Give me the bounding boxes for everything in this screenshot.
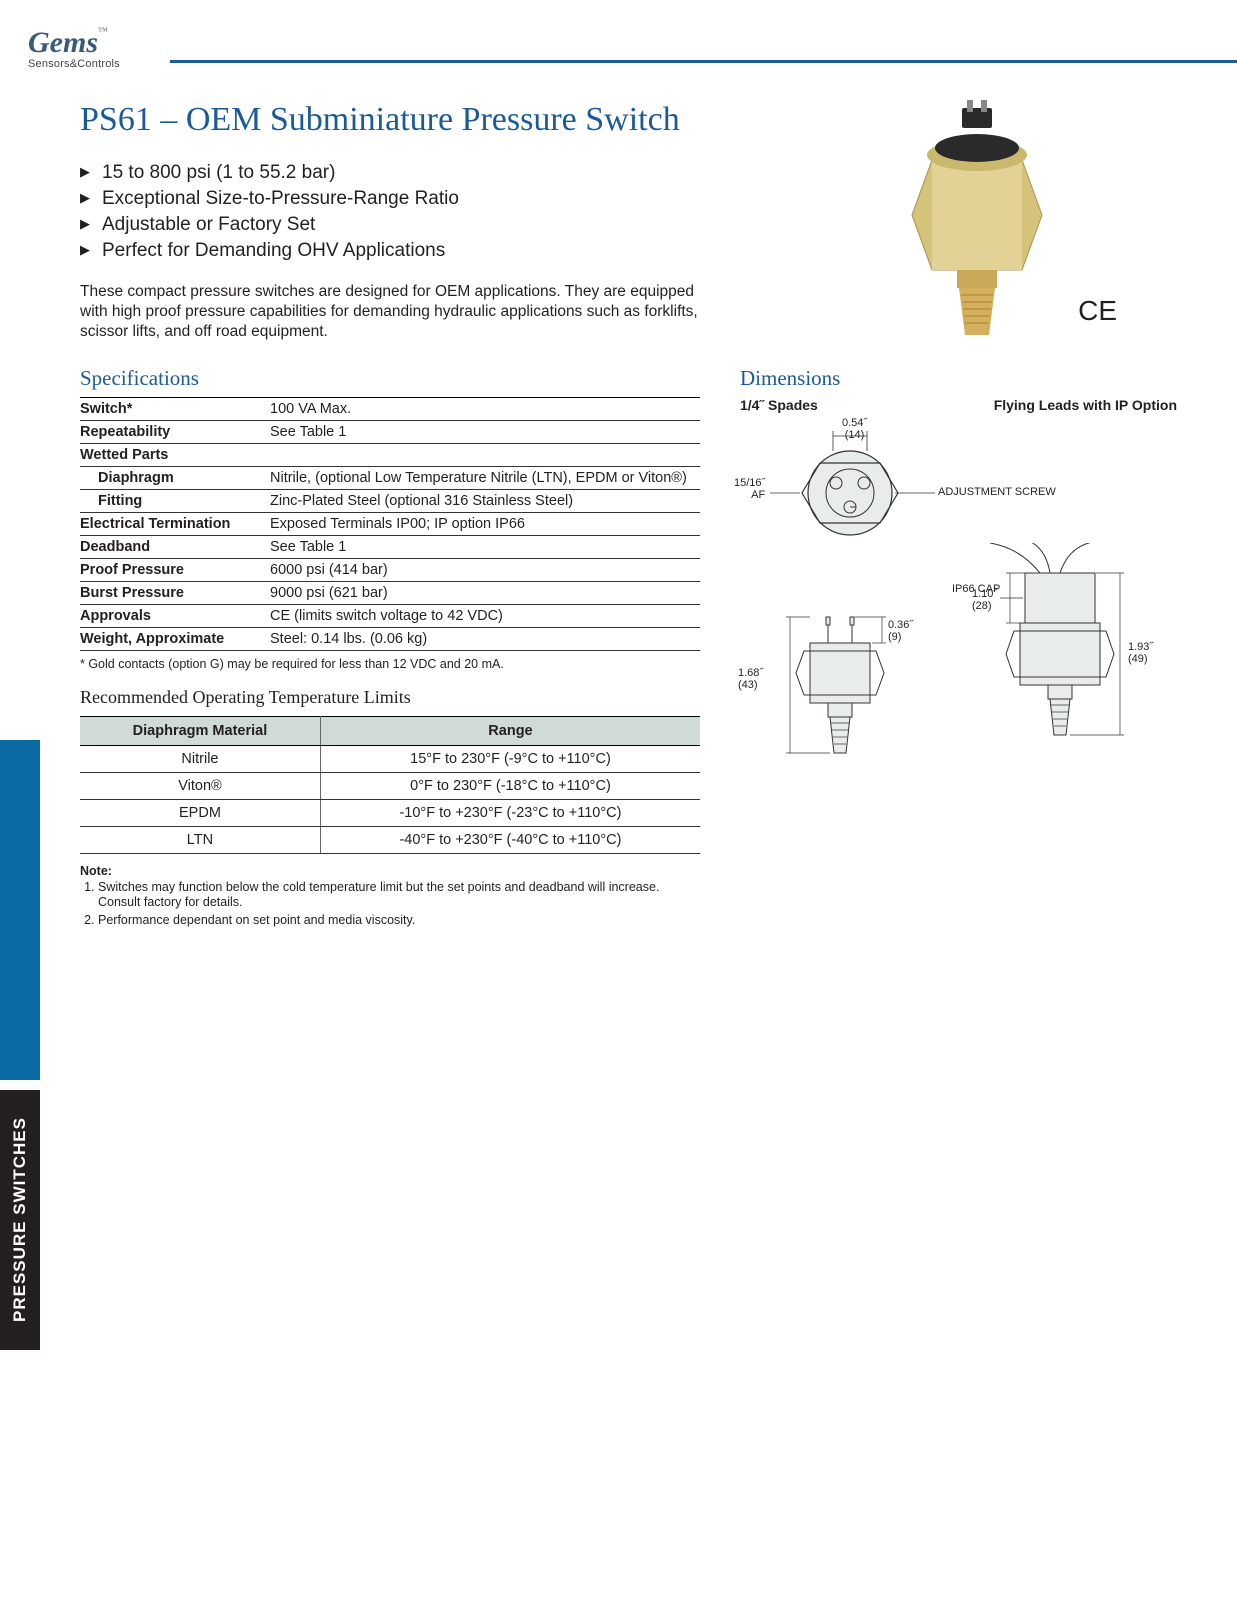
header-rule [170,60,1237,63]
intro-paragraph: These compact pressure switches are desi… [80,282,700,341]
temp-row: EPDM-10°F to +230°F (-23°C to +110°C) [80,799,700,826]
feature-bullets: 15 to 800 psi (1 to 55.2 bar) Exceptiona… [80,162,1177,262]
spec-row: Weight, ApproximateSteel: 0.14 lbs. (0.0… [80,627,700,650]
spec-row: Proof Pressure6000 psi (414 bar) [80,558,700,581]
temp-cell: LTN [80,826,320,853]
dim-label-right: Flying Leads with IP Option [994,397,1177,413]
dim-callout: 15/16˝ AF [734,477,765,501]
temp-table: Diaphragm Material Range Nitrile15°F to … [80,716,700,854]
temp-cell: 0°F to 230°F (-18°C to +110°C) [320,772,700,799]
spec-row: Electrical TerminationExposed Terminals … [80,512,700,535]
temp-cell: Viton® [80,772,320,799]
note-item: Switches may function below the cold tem… [98,880,700,911]
spec-value: Exposed Terminals IP00; IP option IP66 [270,512,700,535]
spec-label: Proof Pressure [80,558,270,581]
temp-col-header: Range [320,716,700,745]
page-title: PS61 – OEM Subminiature Pressure Switch [80,100,1177,140]
spec-row: RepeatabilitySee Table 1 [80,420,700,443]
notes-block: Note: Switches may function below the co… [80,864,700,929]
spec-footnote: * Gold contacts (option G) may be requir… [80,657,700,671]
spec-value: CE (limits switch voltage to 42 VDC) [270,604,700,627]
temp-heading: Recommended Operating Temperature Limits [80,687,700,708]
spec-label: Electrical Termination [80,512,270,535]
dim-label-left: 1/4˝ Spades [740,397,818,413]
temp-cell: Nitrile [80,745,320,772]
spec-label: Repeatability [80,420,270,443]
bullet-item: 15 to 800 psi (1 to 55.2 bar) [80,162,1177,184]
temp-row: LTN-40°F to +230°F (-40°C to +110°C) [80,826,700,853]
dim-callout: 1.68˝ (43) [738,667,763,691]
bullet-item: Perfect for Demanding OHV Applications [80,240,1177,262]
spec-value: 9000 psi (621 bar) [270,581,700,604]
dim-callout: 1.10˝ (28) [972,588,997,612]
spec-value: 100 VA Max. [270,397,700,420]
spec-row: DeadbandSee Table 1 [80,535,700,558]
logo-brand: Gems™ [28,26,168,60]
bullet-item: Adjustable or Factory Set [80,214,1177,236]
dim-callout: 0.36˝ (9) [888,619,913,643]
spec-row: Burst Pressure9000 psi (621 bar) [80,581,700,604]
spec-label: Switch* [80,397,270,420]
logo-brand-text: Gems [28,26,98,59]
brand-logo: Gems™ Sensors&Controls [28,26,168,70]
temp-col-header: Diaphragm Material [80,716,320,745]
temp-cell: -10°F to +230°F (-23°C to +110°C) [320,799,700,826]
spec-label: Fitting [80,489,270,512]
dim-callout: 0.54˝ (14) [842,417,867,441]
spec-label: Deadband [80,535,270,558]
spec-value: Steel: 0.14 lbs. (0.06 kg) [270,627,700,650]
side-tab-color [0,740,40,1080]
dimensions-heading: Dimensions [740,366,1177,391]
dimensions-diagram: 0.54˝ (14) 15/16˝ AF ADJUSTMENT SCREW [740,423,1177,843]
spec-label: Diaphragm [80,466,270,489]
spec-value: Zinc-Plated Steel (optional 316 Stainles… [270,489,700,512]
spec-row: Switch*100 VA Max. [80,397,700,420]
spec-label: Wetted Parts [80,443,270,466]
specs-table: Switch*100 VA Max.RepeatabilitySee Table… [80,397,700,651]
spec-row: ApprovalsCE (limits switch voltage to 42… [80,604,700,627]
spec-row: DiaphragmNitrile, (optional Low Temperat… [80,466,700,489]
temp-cell: 15°F to 230°F (-9°C to +110°C) [320,745,700,772]
spec-row: FittingZinc-Plated Steel (optional 316 S… [80,489,700,512]
note-item: Performance dependant on set point and m… [98,913,700,929]
specs-heading: Specifications [80,366,700,391]
spec-value: See Table 1 [270,535,700,558]
temp-cell: EPDM [80,799,320,826]
notes-label: Note: [80,864,700,878]
temp-row: Viton®0°F to 230°F (-18°C to +110°C) [80,772,700,799]
spec-row: Wetted Parts [80,443,700,466]
spec-value [270,443,700,466]
spec-value: Nitrile, (optional Low Temperature Nitri… [270,466,700,489]
side-tab-label: PRESSURE SWITCHES [0,1090,40,1350]
logo-subtitle: Sensors&Controls [28,58,168,70]
spec-value: 6000 psi (414 bar) [270,558,700,581]
spec-label: Burst Pressure [80,581,270,604]
spec-label: Weight, Approximate [80,627,270,650]
temp-row: Nitrile15°F to 230°F (-9°C to +110°C) [80,745,700,772]
bullet-item: Exceptional Size-to-Pressure-Range Ratio [80,188,1177,210]
dim-callout: 1.93˝ (49) [1128,641,1153,665]
logo-tm: ™ [98,26,108,37]
dim-callout: ADJUSTMENT SCREW [938,486,1056,498]
temp-cell: -40°F to +230°F (-40°C to +110°C) [320,826,700,853]
spec-value: See Table 1 [270,420,700,443]
spec-label: Approvals [80,604,270,627]
